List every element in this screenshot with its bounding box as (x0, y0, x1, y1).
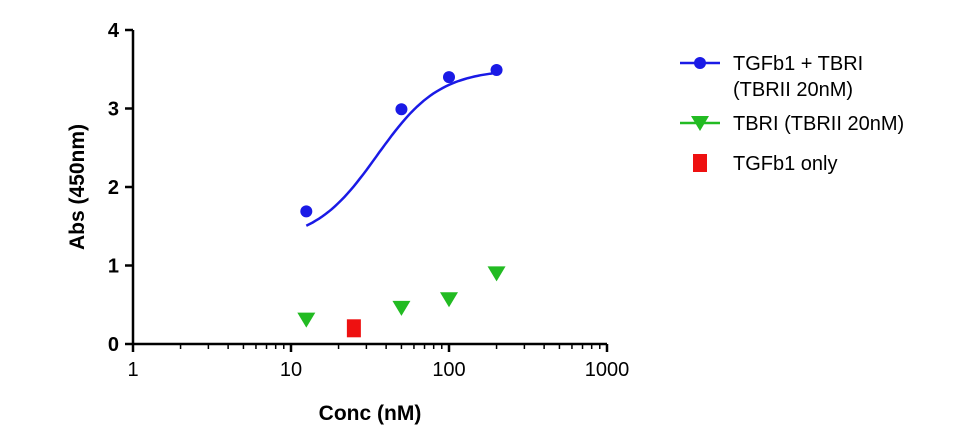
data-point (297, 312, 316, 328)
x-tick-label: 1000 (585, 359, 630, 381)
data-point (487, 266, 506, 282)
data-point (490, 64, 503, 77)
data-point (440, 292, 458, 308)
legend-marker (693, 154, 707, 172)
x-axis-label: Conc (nM) (319, 402, 422, 425)
y-axis-label: Abs (450nm) (66, 124, 89, 250)
data-point (346, 319, 361, 338)
data-point (300, 205, 313, 218)
x-tick-label: 10 (280, 359, 302, 381)
data-point (392, 300, 411, 316)
y-tick-label: 1 (108, 256, 119, 278)
data-point (395, 103, 408, 116)
x-tick-label: 1 (127, 359, 138, 381)
legend: TGFb1 + TBRI (TBRII 20nM) TBRI (TBRII 20nM… (680, 53, 904, 175)
legend-label: TBRI (TBRII 20nM) (733, 113, 904, 135)
data-point (443, 71, 455, 84)
legend-label: (TBRII 20nM) (733, 79, 853, 101)
y-tick-label: 4 (108, 20, 120, 42)
legend-label: TGFb1 + TBRI (733, 53, 863, 75)
x-tick-label: 100 (432, 359, 465, 381)
legend-marker (691, 116, 709, 131)
data-marks (297, 64, 506, 338)
y-tick-label: 0 (108, 334, 119, 356)
fit-curve (305, 71, 497, 227)
y-tick-label: 3 (108, 99, 119, 121)
legend-marker (694, 57, 706, 69)
legend-label: TGFb1 only (733, 153, 837, 175)
y-tick-label: 2 (108, 177, 119, 199)
